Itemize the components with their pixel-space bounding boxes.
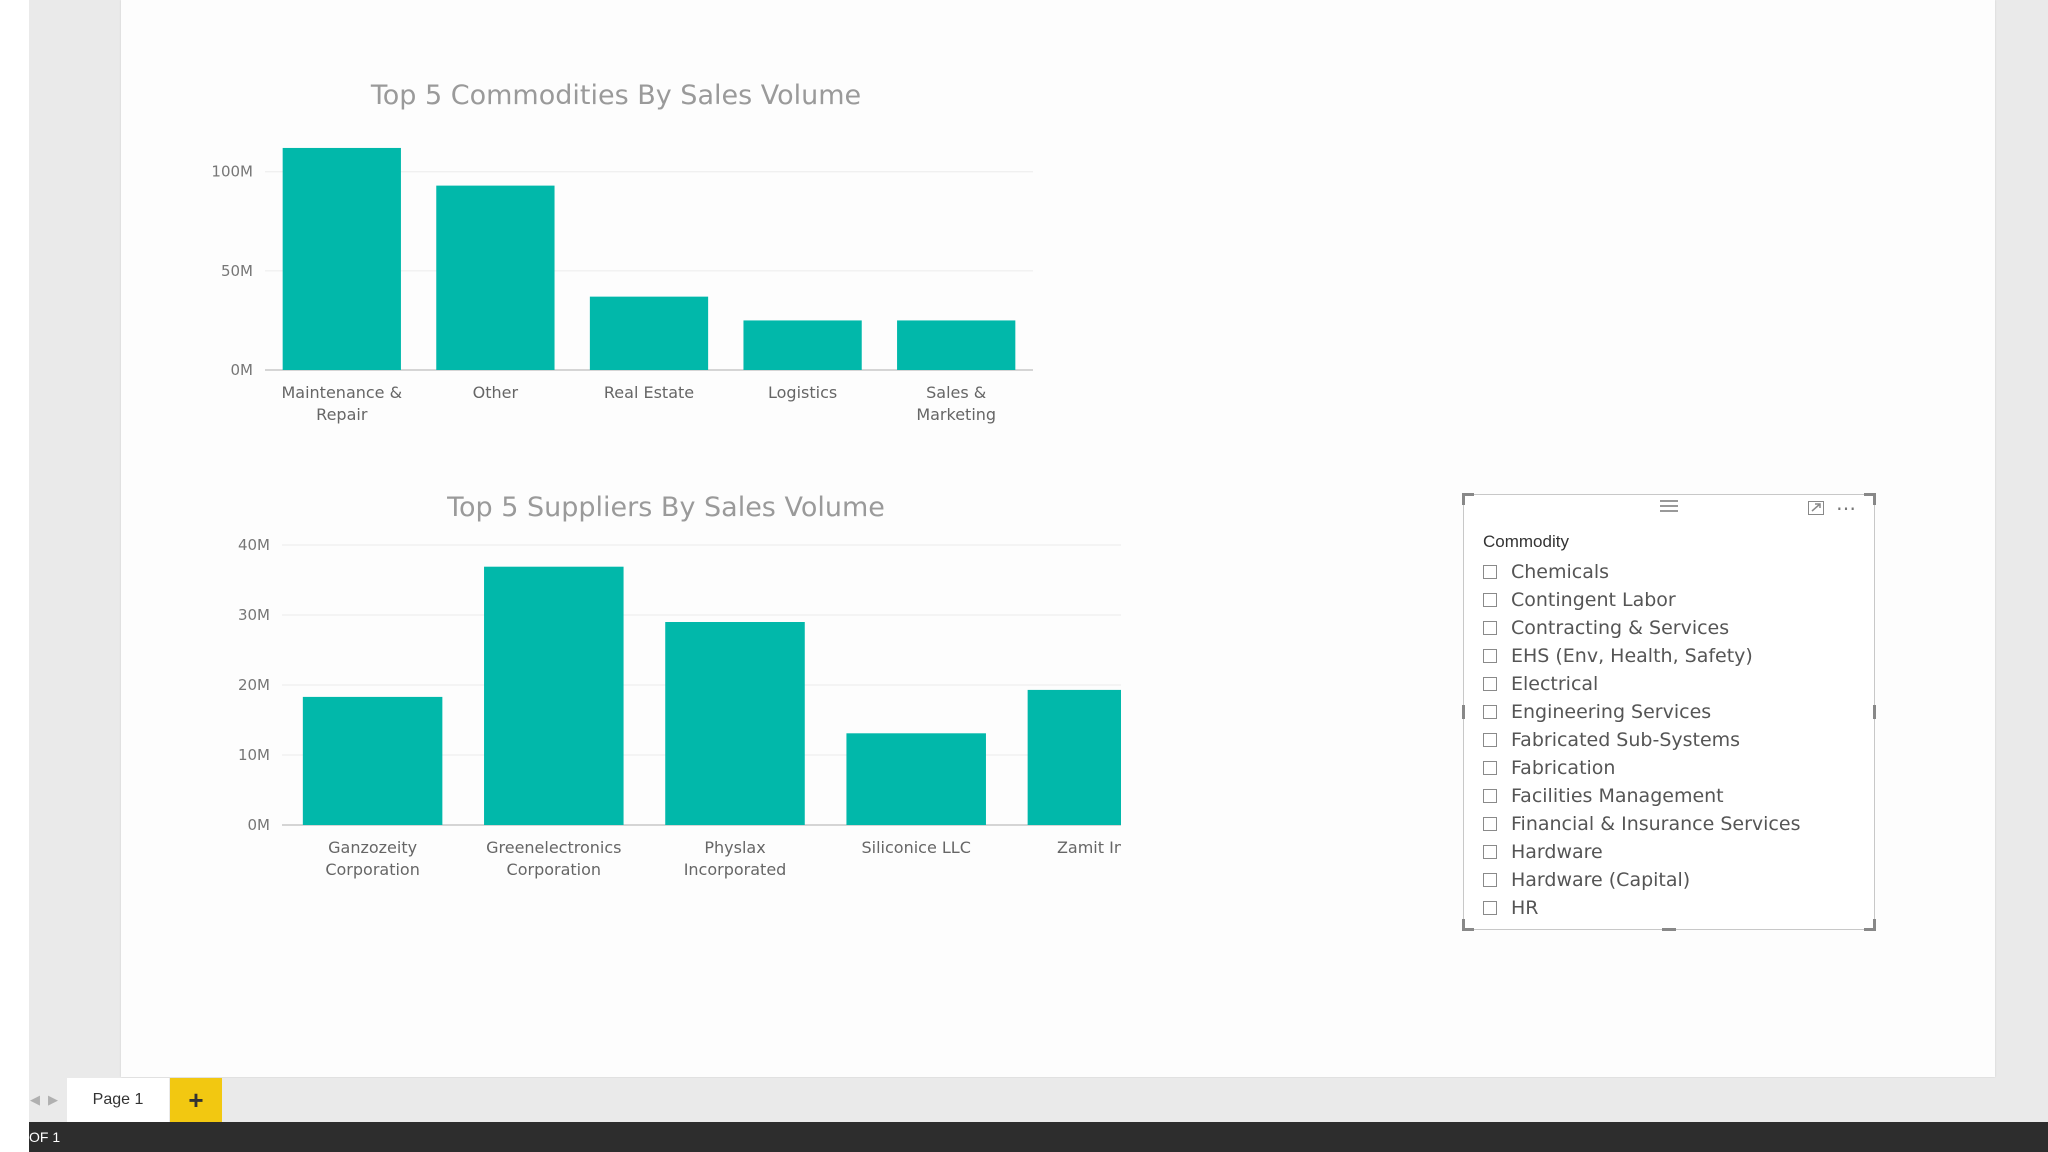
slicer-item-label: Financial & Insurance Services: [1511, 813, 1801, 835]
x-tick-label: Physlax Incorporated: [684, 838, 787, 879]
slicer-item-label: Facilities Management: [1511, 785, 1724, 807]
drag-handle-icon[interactable]: [1660, 499, 1678, 512]
resize-handle-br[interactable]: [1864, 928, 1876, 931]
bar[interactable]: [665, 622, 805, 825]
slicer-item-label: Contingent Labor: [1511, 589, 1676, 611]
bar[interactable]: [897, 320, 1016, 370]
checkbox[interactable]: [1483, 565, 1497, 579]
resize-handle-tr[interactable]: [1864, 493, 1876, 496]
checkbox[interactable]: [1483, 705, 1497, 719]
resize-handle-right[interactable]: [1873, 705, 1876, 719]
slicer-item-label: Electrical: [1511, 673, 1599, 695]
suppliers-chart[interactable]: Top 5 Suppliers By Sales Volume 0M 10M 20M…: [121, 480, 1121, 900]
slicer-item[interactable]: Hardware (Capital): [1483, 866, 1800, 894]
bar[interactable]: [589, 296, 709, 370]
slicer-header: Commodity: [1483, 532, 1569, 551]
bar[interactable]: [846, 733, 986, 825]
checkbox[interactable]: [1483, 677, 1497, 691]
next-page-icon[interactable]: ▶: [48, 1092, 58, 1107]
y-tick-label: 50M: [221, 262, 253, 280]
y-tick-label: 100M: [211, 163, 253, 181]
chart-title: Top 5 Suppliers By Sales Volume: [447, 492, 885, 523]
bar[interactable]: [436, 185, 555, 370]
y-tick-label: 10M: [238, 746, 270, 764]
slicer-item[interactable]: Chemicals: [1483, 558, 1800, 586]
commodity-slicer[interactable]: ⋯ Commodity Chemicals Contingent Labor Con…: [1462, 493, 1876, 931]
focus-mode-icon[interactable]: [1808, 501, 1824, 515]
slicer-item-label: Engineering Services: [1511, 701, 1712, 723]
commodities-bar-chart[interactable]: 0M 50M 100M Maintenance & Repair Other Real Es…: [151, 70, 1051, 450]
resize-handle-br[interactable]: [1873, 919, 1876, 931]
slicer-item-label: Fabricated Sub-Systems: [1511, 729, 1741, 751]
prev-page-icon[interactable]: ◀: [30, 1092, 40, 1107]
checkbox[interactable]: [1483, 761, 1497, 775]
resize-handle-left[interactable]: [1462, 705, 1465, 719]
y-tick-label: 20M: [238, 676, 270, 694]
y-tick-label: 40M: [238, 536, 270, 554]
resize-handle-tl[interactable]: [1462, 493, 1474, 496]
page-tab-bar: ◀ ▶ Page 1 +: [29, 1078, 2048, 1122]
checkbox[interactable]: [1483, 649, 1497, 663]
commodities-chart[interactable]: Top 5 Commodities By Sales Volume 0M 50M 1…: [151, 70, 1051, 450]
x-tick-label: Greenelectronics Corporation: [486, 838, 621, 879]
resize-handle-bl[interactable]: [1462, 919, 1465, 931]
checkbox[interactable]: [1483, 593, 1497, 607]
slicer-item[interactable]: EHS (Env, Health, Safety): [1483, 642, 1800, 670]
slicer-item[interactable]: Hardware: [1483, 838, 1800, 866]
slicer-item-label: HR: [1511, 897, 1539, 919]
x-tick-label: Siliconice LLC: [862, 838, 971, 857]
more-options-icon[interactable]: ⋯: [1836, 498, 1857, 520]
slicer-item[interactable]: HR: [1483, 894, 1800, 922]
slicer-item-label: Fabrication: [1511, 757, 1616, 779]
x-tick-label: Zamit Inc.: [1057, 838, 1121, 857]
x-tick-label: Sales & Marketing: [916, 383, 996, 424]
bar[interactable]: [743, 320, 862, 370]
chart-title: Top 5 Commodities By Sales Volume: [370, 80, 862, 111]
slicer-item[interactable]: Contingent Labor: [1483, 586, 1800, 614]
y-tick-label: 0M: [248, 816, 271, 834]
bar[interactable]: [484, 566, 624, 825]
slicer-item[interactable]: Electrical: [1483, 670, 1800, 698]
resize-handle-bottom[interactable]: [1662, 928, 1676, 931]
checkbox[interactable]: [1483, 901, 1497, 915]
suppliers-bar-chart[interactable]: 0M 10M 20M 30M 40M Ganzozeity Corporation Green…: [121, 480, 1121, 900]
x-tick-label: Logistics: [768, 383, 837, 402]
checkbox[interactable]: [1483, 873, 1497, 887]
y-tick-label: 30M: [238, 606, 270, 624]
resize-handle-tr[interactable]: [1873, 493, 1876, 505]
bar[interactable]: [302, 696, 443, 825]
x-tick-label: Ganzozeity Corporation: [325, 838, 420, 879]
slicer-item-label: Chemicals: [1511, 561, 1610, 583]
resize-handle-bl[interactable]: [1462, 928, 1474, 931]
bar[interactable]: [1027, 689, 1121, 825]
resize-handle-tl[interactable]: [1462, 493, 1465, 505]
add-page-button[interactable]: +: [170, 1078, 222, 1122]
tab-page-1[interactable]: Page 1: [67, 1078, 169, 1122]
status-bar: OF 1: [29, 1122, 2048, 1152]
slicer-item[interactable]: Engineering Services: [1483, 698, 1800, 726]
slicer-item-label: Hardware (Capital): [1511, 869, 1691, 891]
page-count-status: OF 1: [29, 1129, 61, 1145]
y-tick-label: 0M: [231, 361, 254, 379]
slicer-item[interactable]: Fabricated Sub-Systems: [1483, 726, 1800, 754]
slicer-item[interactable]: Contracting & Services: [1483, 614, 1800, 642]
bar[interactable]: [282, 147, 401, 370]
slicer-item[interactable]: Facilities Management: [1483, 782, 1800, 810]
slicer-item[interactable]: Financial & Insurance Services: [1483, 810, 1800, 838]
checkbox[interactable]: [1483, 621, 1497, 635]
checkbox[interactable]: [1483, 817, 1497, 831]
x-tick-label: Real Estate: [604, 383, 694, 402]
x-tick-label: Maintenance & Repair: [281, 383, 402, 424]
slicer-item-label: Contracting & Services: [1511, 617, 1730, 639]
checkbox[interactable]: [1483, 845, 1497, 859]
slicer-item[interactable]: Fabrication: [1483, 754, 1800, 782]
slicer-item-label: EHS (Env, Health, Safety): [1511, 645, 1753, 667]
slicer-list: Chemicals Contingent Labor Contracting & S…: [1483, 558, 1800, 922]
checkbox[interactable]: [1483, 733, 1497, 747]
checkbox[interactable]: [1483, 789, 1497, 803]
slicer-item-label: Hardware: [1511, 841, 1603, 863]
x-tick-label: Other: [473, 383, 519, 402]
